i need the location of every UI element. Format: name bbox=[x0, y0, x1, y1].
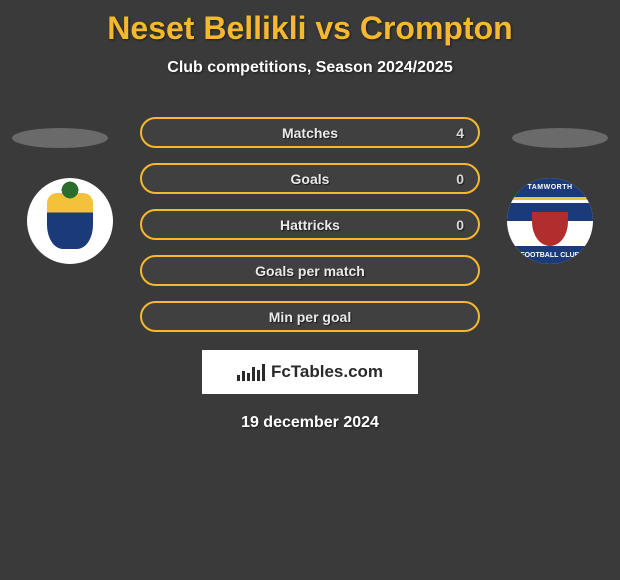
bar-chart-icon bbox=[237, 364, 265, 381]
team-crest-right: TAMWORTH FOOTBALL CLUB bbox=[507, 178, 593, 264]
crest-band-top: TAMWORTH bbox=[507, 178, 593, 200]
date-label: 19 december 2024 bbox=[0, 414, 620, 432]
team-crest-left bbox=[27, 178, 113, 264]
stat-row-goals: Goals 0 bbox=[140, 163, 480, 194]
stat-label: Min per goal bbox=[269, 309, 351, 325]
stat-value: 0 bbox=[456, 217, 464, 233]
subtitle: Club competitions, Season 2024/2025 bbox=[0, 59, 620, 77]
stat-label: Goals bbox=[291, 171, 330, 187]
stat-label: Goals per match bbox=[255, 263, 365, 279]
stat-value: 4 bbox=[456, 125, 464, 141]
shield-icon bbox=[532, 212, 568, 246]
player-silhouette-right bbox=[512, 128, 608, 148]
player-silhouette-left bbox=[12, 128, 108, 148]
stat-row-goals-per-match: Goals per match bbox=[140, 255, 480, 286]
stat-value: 0 bbox=[456, 171, 464, 187]
stat-row-hattricks: Hattricks 0 bbox=[140, 209, 480, 240]
shield-icon bbox=[47, 193, 93, 249]
stat-row-matches: Matches 4 bbox=[140, 117, 480, 148]
stat-row-min-per-goal: Min per goal bbox=[140, 301, 480, 332]
watermark-text: FcTables.com bbox=[271, 362, 383, 382]
watermark: FcTables.com bbox=[202, 350, 418, 394]
stat-label: Matches bbox=[282, 125, 338, 141]
stat-label: Hattricks bbox=[280, 217, 340, 233]
crest-band-bottom: FOOTBALL CLUB bbox=[507, 246, 593, 264]
page-title: Neset Bellikli vs Crompton bbox=[0, 0, 620, 47]
